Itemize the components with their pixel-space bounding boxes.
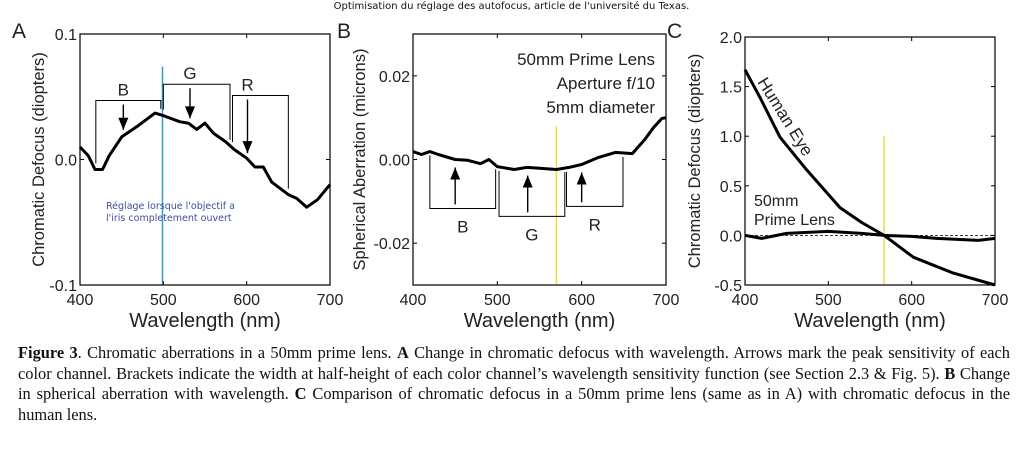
peak-arrow-head [185, 106, 195, 119]
panel-c: C 400 500 600 700 -0.5 0.0 0.5 1.0 1.5 2.0 Waveleng… [667, 20, 1008, 332]
x-axis-label: Wavelength (nm) [794, 310, 946, 332]
bracket-g: G [498, 170, 566, 244]
x-tick-label: 500 [815, 292, 842, 309]
bracket-label-g: G [183, 64, 196, 83]
series-line-50mm-prime-lens [78, 111, 332, 209]
bracket-line [498, 170, 566, 217]
plot-frame [79, 33, 331, 286]
x-tick-label: 600 [568, 292, 595, 309]
x-tick-label: 600 [233, 292, 260, 309]
panel-letter: C [667, 20, 682, 43]
bracket-r: R [565, 156, 624, 234]
bracket-label-r: R [241, 75, 253, 94]
bracket-line [565, 156, 624, 207]
peak-arrow-head [450, 167, 461, 180]
peak-arrow-head [522, 175, 533, 188]
x-tick-label: 700 [982, 292, 1009, 309]
annotation-note-line: Réglage lorsque l'objectif a [106, 201, 235, 212]
human-eye-label: Human Eye [754, 74, 817, 159]
x-tick-label: 600 [898, 292, 925, 309]
y-tick-label: -0.5 [714, 278, 742, 295]
panel-letter: A [12, 20, 26, 43]
caption-c-label: C [294, 384, 307, 403]
x-axis-label: Wavelength (nm) [129, 310, 281, 332]
x-tick-label: 700 [317, 292, 344, 309]
y-tick-label: 0.0 [720, 228, 742, 245]
caption-b-label: B [944, 363, 956, 383]
lens-spec-line: Aperture f/10 [557, 74, 655, 93]
y-tick-label: 1.0 [720, 129, 742, 146]
series-line-50mm-prime-lens [412, 116, 667, 171]
x-tick-label: 400 [67, 292, 94, 309]
y-tick-label: -0.02 [374, 236, 411, 253]
bracket-label-b: B [118, 81, 129, 100]
x-tick-label: 500 [150, 292, 177, 309]
bracket-line [162, 83, 231, 140]
y-tick-label: 1.5 [720, 80, 742, 97]
caption-c-text: Comparison of chromatic defocus in a 50m… [18, 384, 1011, 424]
lens-spec-line: 5mm diameter [546, 98, 655, 117]
bracket-label-r: R [589, 215, 601, 234]
figure-caption: Figure 3. Chromatic aberrations in a 50m… [18, 343, 1010, 425]
x-axis-label: Wavelength (nm) [464, 310, 616, 332]
caption-a-text: Change in chromatic defocus with wavelen… [18, 343, 1010, 383]
x-tick-label: 500 [484, 292, 511, 309]
panel-b: B B G R 400 500 600 700 -0.02 0.00 0.02 Wavelength … [337, 20, 679, 332]
y-tick-label: 2.0 [720, 30, 742, 47]
series-line-human-eye [743, 68, 996, 287]
lens-spec-line: 50mm Prime Lens [517, 50, 655, 69]
bracket-label-g: G [525, 225, 538, 244]
bracket-line [429, 155, 497, 209]
y-tick-label: 0.1 [55, 27, 77, 44]
series-line-50mm-prime-lens [744, 229, 996, 242]
x-tick-label: 400 [400, 292, 427, 309]
y-tick-label: 0.5 [720, 179, 742, 196]
y-tick-label: -0.1 [49, 278, 77, 295]
y-axis-label: Chromatic Defocus (diopters) [686, 54, 704, 269]
caption-b-text: Change in spherical aberration with wave… [18, 363, 1010, 404]
caption-intro: . Chromatic aberrations in a 50mm prime … [77, 343, 397, 362]
bracket-label-b: B [457, 217, 468, 236]
peak-arrow-head [118, 117, 129, 130]
plot-frame [744, 36, 996, 286]
x-tick-label: 400 [732, 292, 759, 309]
x-tick-label: 700 [653, 292, 680, 309]
panel-letter: B [337, 20, 351, 43]
bracket-b: B [95, 81, 162, 164]
prime-lens-label-line: 50mm [754, 193, 798, 210]
annotation-note-line: l'iris completement ouvert [106, 213, 232, 224]
peak-arrow-head [242, 141, 253, 154]
bracket-line [95, 100, 162, 164]
bracket-g: G [162, 64, 231, 140]
y-tick-label: 0.0 [55, 153, 77, 170]
caption-a-label: A [396, 343, 409, 362]
bracket-b: B [429, 155, 497, 236]
y-tick-label: 0.00 [379, 153, 410, 170]
page-header-note: Optimisation du réglage des autofocus, a… [333, 1, 690, 12]
figure-3-panels: A B G R 400 500 600 700 -0.1 0.0 0.1 Wavelength (nm… [12, 20, 1008, 332]
y-axis-label: Chromatic Defocus (diopters) [30, 52, 48, 267]
y-tick-label: 0.02 [379, 69, 410, 86]
bracket-r: R [232, 75, 289, 189]
prime-lens-label-line: Prime Lens [754, 212, 835, 229]
panel-a: A B G R 400 500 600 700 -0.1 0.0 0.1 Wavelength (nm… [12, 20, 343, 332]
peak-arrow-head [576, 172, 587, 185]
caption-figure-label: Figure 3 [18, 343, 78, 362]
bracket-line [232, 94, 289, 189]
y-axis-label: Spherical Aberration (microns) [351, 49, 369, 271]
